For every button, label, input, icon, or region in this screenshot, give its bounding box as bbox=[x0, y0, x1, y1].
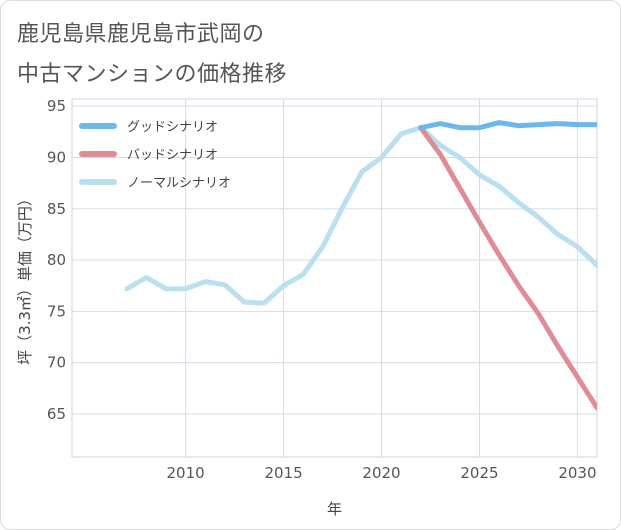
y-tick-label: 75 bbox=[47, 302, 66, 320]
x-tick-label: 2010 bbox=[167, 464, 205, 482]
y-tick-label: 90 bbox=[47, 148, 66, 166]
x-tick-label: 2015 bbox=[264, 464, 302, 482]
x-axis-ticks: 2010 2015 2020 2025 2030 bbox=[167, 464, 597, 482]
series-lines bbox=[124, 120, 597, 411]
chart-title-line-1: 鹿児島県鹿児島市武岡の bbox=[17, 22, 265, 47]
y-axis-ticks: 65 70 75 80 85 90 95 bbox=[47, 97, 66, 423]
legend-label: グッドシナリオ bbox=[127, 120, 218, 135]
legend-label: ノーマルシナリオ bbox=[127, 176, 231, 191]
plot-area bbox=[71, 98, 598, 458]
series-line-2 bbox=[124, 125, 597, 306]
series-line-0 bbox=[418, 120, 597, 131]
x-axis-label: 年 bbox=[327, 500, 342, 518]
y-tick-label: 70 bbox=[47, 354, 66, 372]
y-tick-label: 80 bbox=[47, 251, 66, 269]
y-tick-label: 85 bbox=[47, 200, 66, 218]
legend-label: バッドシナリオ bbox=[127, 148, 218, 163]
y-axis-label: 坪（3.3㎡）単価（万円） bbox=[16, 191, 34, 365]
x-tick-label: 2030 bbox=[558, 464, 596, 482]
series-line-1 bbox=[418, 125, 597, 411]
grid-lines bbox=[72, 99, 597, 457]
y-tick-label: 95 bbox=[47, 97, 66, 115]
x-tick-label: 2020 bbox=[362, 464, 400, 482]
x-tick-label: 2025 bbox=[460, 464, 498, 482]
chart-title-line-2: 中古マンションの価格推移 bbox=[17, 62, 288, 87]
y-tick-label: 65 bbox=[47, 405, 66, 423]
